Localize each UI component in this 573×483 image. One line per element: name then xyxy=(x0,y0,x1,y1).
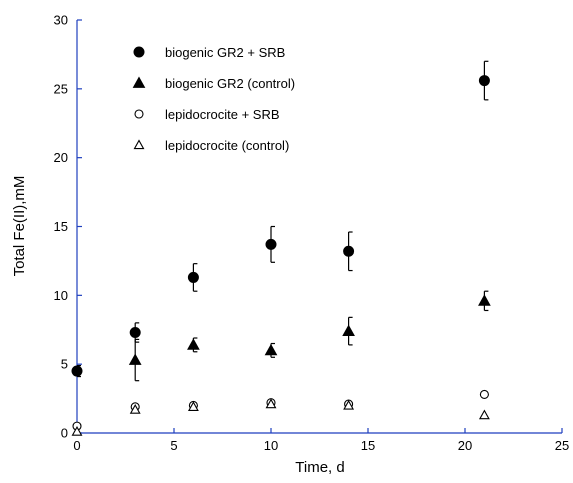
x-tick-label: 15 xyxy=(361,438,375,453)
legend-label: lepidocrocite (control) xyxy=(165,138,289,153)
x-tick-label: 5 xyxy=(170,438,177,453)
data-point xyxy=(342,324,355,337)
data-point xyxy=(478,294,491,306)
data-point xyxy=(129,403,141,414)
series-1 xyxy=(128,290,491,382)
data-point xyxy=(129,327,141,339)
x-tick-label: 0 xyxy=(73,438,80,453)
y-tick-label: 30 xyxy=(54,13,68,28)
y-tick-label: 0 xyxy=(61,426,68,441)
legend-marker xyxy=(133,46,145,58)
data-point xyxy=(187,271,199,283)
data-point xyxy=(71,425,83,436)
series-3 xyxy=(71,398,490,436)
legend-item: biogenic GR2 (control) xyxy=(132,76,295,91)
legend-item: lepidocrocite (control) xyxy=(133,138,289,153)
legend-marker xyxy=(134,109,144,119)
data-point xyxy=(343,245,355,257)
y-tick-label: 25 xyxy=(54,81,68,96)
data-point xyxy=(343,399,355,410)
x-tick-label: 20 xyxy=(458,438,472,453)
y-axis-label: Total Fe(II),mM xyxy=(11,176,28,277)
legend-item: biogenic GR2 + SRB xyxy=(133,45,285,60)
legend-label: biogenic GR2 (control) xyxy=(165,76,295,91)
legend-label: lepidocrocite + SRB xyxy=(165,107,280,122)
data-point xyxy=(265,398,277,409)
data-point xyxy=(265,238,277,250)
data-point xyxy=(264,343,278,356)
x-tick-label: 10 xyxy=(264,438,278,453)
x-axis-label: Time, d xyxy=(295,459,344,476)
y-tick-label: 10 xyxy=(54,288,68,303)
y-tick-label: 5 xyxy=(61,357,68,372)
data-point xyxy=(187,401,199,411)
x-tick-label: 25 xyxy=(555,438,569,453)
data-point xyxy=(478,409,490,420)
data-point xyxy=(71,365,83,377)
data-point xyxy=(479,389,489,400)
data-point xyxy=(187,338,200,350)
legend-item: lepidocrocite + SRB xyxy=(134,107,280,122)
series-0 xyxy=(71,60,490,378)
legend: biogenic GR2 + SRB biogenic GR2 (control)… xyxy=(132,45,295,153)
data-point xyxy=(128,353,142,365)
legend-label: biogenic GR2 + SRB xyxy=(165,45,285,60)
y-tick-label: 15 xyxy=(54,219,68,234)
legend-marker xyxy=(133,139,145,150)
legend-marker xyxy=(132,76,146,88)
ticks: 0 5 10 15 20 25 0 5 10 15 20 25 30 xyxy=(54,13,570,454)
data-point xyxy=(478,75,490,87)
y-tick-label: 20 xyxy=(54,150,68,165)
data-marks xyxy=(71,60,491,436)
